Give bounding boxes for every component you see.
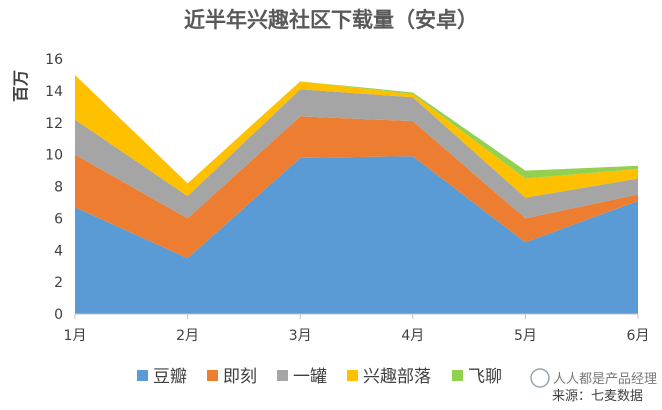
y-tick-label: 12 (45, 116, 63, 132)
watermark-source: 来源：七麦数据 (552, 389, 643, 404)
y-tick-label: 10 (45, 148, 63, 164)
x-tick-label: 6月 (627, 328, 650, 344)
y-tick-label: 14 (45, 84, 63, 100)
legend-swatch (207, 370, 218, 381)
legend-swatch (277, 370, 288, 381)
x-tick-label: 2月 (176, 328, 199, 344)
area-series-4 (75, 74, 638, 198)
legend-label: 飞聊 (468, 367, 502, 387)
legend-swatch (347, 370, 358, 381)
legend-swatch (452, 370, 463, 381)
y-tick-label: 2 (54, 275, 63, 291)
chart-title: 近半年兴趣社区下载量（安卓） (184, 8, 478, 32)
legend-label: 豆瓣 (153, 367, 187, 387)
area-series-group (75, 74, 638, 314)
legend-item-1: 豆瓣 (137, 367, 187, 387)
legend: 豆瓣 即刻 一罐 兴趣部落 飞聊 (137, 367, 502, 387)
legend-label: 一罐 (293, 367, 327, 387)
watermark-logo-icon (530, 368, 550, 388)
watermark: 人人都是产品经理 来源：七麦数据 (530, 368, 657, 404)
axes: 0 2 4 6 8 10 12 14 16 1月 2月 3月 4月 5月 6月 (45, 52, 649, 344)
x-tick-label: 4月 (401, 328, 424, 344)
legend-item-4: 兴趣部落 (347, 367, 431, 387)
x-tick-label: 5月 (514, 328, 537, 344)
y-tick-label: 0 (54, 307, 63, 323)
legend-swatch (137, 370, 148, 381)
y-tick-label: 16 (45, 52, 63, 68)
y-tick-label: 4 (54, 243, 63, 259)
legend-item-2: 即刻 (207, 367, 257, 387)
legend-item-5: 飞聊 (452, 367, 502, 387)
x-tick-label: 3月 (289, 328, 312, 344)
area-series-1 (75, 156, 638, 314)
area-series-5 (75, 74, 638, 184)
y-axis-label: 百万 (11, 70, 30, 102)
x-tick-label: 1月 (64, 328, 87, 344)
watermark-line1: 人人都是产品经理 (553, 372, 657, 387)
legend-item-3: 一罐 (277, 367, 327, 387)
legend-label: 兴趣部落 (363, 367, 431, 387)
area-series-3 (75, 89, 638, 219)
legend-label: 即刻 (223, 367, 257, 387)
area-series-2 (75, 116, 638, 259)
y-tick-label: 8 (54, 180, 63, 196)
y-tick-label: 6 (54, 211, 63, 227)
